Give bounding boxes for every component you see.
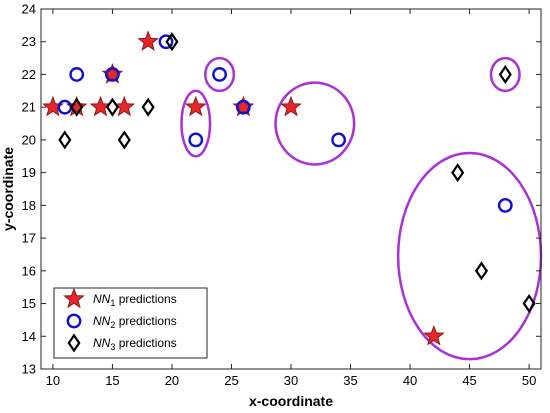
highlight-ellipse (274, 81, 356, 166)
nn1-data-point (422, 324, 445, 346)
highlight-ellipse (489, 56, 521, 93)
nn1-data-point (101, 63, 124, 84)
x-tick-label: 50 (522, 373, 536, 388)
nn3-data-point (474, 261, 489, 281)
nn1-data-point (113, 95, 136, 117)
x-axis-label: x-coordinate (249, 393, 333, 409)
nn2-data-point (497, 197, 513, 213)
y-tick-label: 20 (22, 132, 36, 147)
x-tick-label: 25 (224, 373, 238, 388)
legend-label-nn1: NN1 predictions (93, 292, 177, 308)
y-tick-label: 15 (22, 296, 36, 311)
legend: NN1 predictions NN2 predictions NN3 predic… (53, 287, 208, 359)
nn3-data-point (58, 130, 72, 150)
nn2-data-point (212, 67, 227, 82)
x-tick-label: 20 (165, 373, 179, 388)
nn2-data-point (158, 34, 174, 50)
nn1-data-point (232, 95, 255, 117)
x-tick-label: 40 (403, 373, 417, 388)
x-tick-label: 30 (284, 373, 298, 388)
x-tick-label: 35 (343, 373, 357, 388)
nn3-data-point (165, 32, 179, 52)
nn2-data-point (69, 67, 85, 82)
y-axis-label: y-coordinate (0, 147, 16, 231)
nn2-data-point (331, 132, 347, 148)
nn1-data-point (280, 95, 302, 117)
nn1-data-point (89, 95, 112, 117)
y-tick-label: 24 (22, 2, 36, 17)
x-tick-label: 45 (462, 373, 476, 388)
legend-marker-nn3 (67, 333, 81, 353)
x-axis-ticks: 10 15 20 25 30 35 40 45 50 (46, 9, 536, 388)
y-axis-ticks: 13 14 15 16 17 18 19 20 21 22 23 24 (22, 2, 541, 377)
x-tick-label: 10 (46, 373, 60, 388)
y-tick-label: 14 (22, 329, 36, 344)
nn1-data-point (137, 30, 160, 51)
nn3-data-point (451, 163, 465, 183)
y-tick-label: 13 (22, 362, 36, 377)
y-tick-label: 17 (22, 231, 36, 246)
nn3-data-point (522, 293, 536, 314)
nn2-data-point (235, 99, 251, 115)
legend-marker-nn2 (66, 313, 82, 329)
nn3-data-point (117, 130, 131, 150)
y-tick-label: 19 (22, 165, 36, 180)
data-points (42, 30, 536, 346)
y-tick-label: 18 (22, 198, 36, 213)
nn2-data-point (188, 132, 204, 148)
nn3-data-point (141, 97, 155, 117)
legend-label-nn2: NN2 predictions (93, 314, 177, 330)
highlight-ellipse (204, 56, 236, 93)
nn3-data-point (498, 64, 512, 85)
y-tick-label: 16 (22, 263, 36, 278)
nn3-data-point (105, 97, 119, 117)
y-tick-label: 21 (22, 100, 36, 115)
x-tick-label: 15 (105, 373, 119, 388)
legend-marker-nn1 (63, 287, 85, 309)
y-tick-label: 22 (22, 67, 36, 82)
nn2-data-point (105, 67, 120, 82)
nn3-data-point (70, 97, 84, 117)
legend-label-nn3: NN3 predictions (93, 336, 177, 352)
highlight-ellipse (180, 89, 212, 158)
nn1-data-point (184, 95, 207, 117)
y-tick-label: 23 (22, 34, 36, 49)
